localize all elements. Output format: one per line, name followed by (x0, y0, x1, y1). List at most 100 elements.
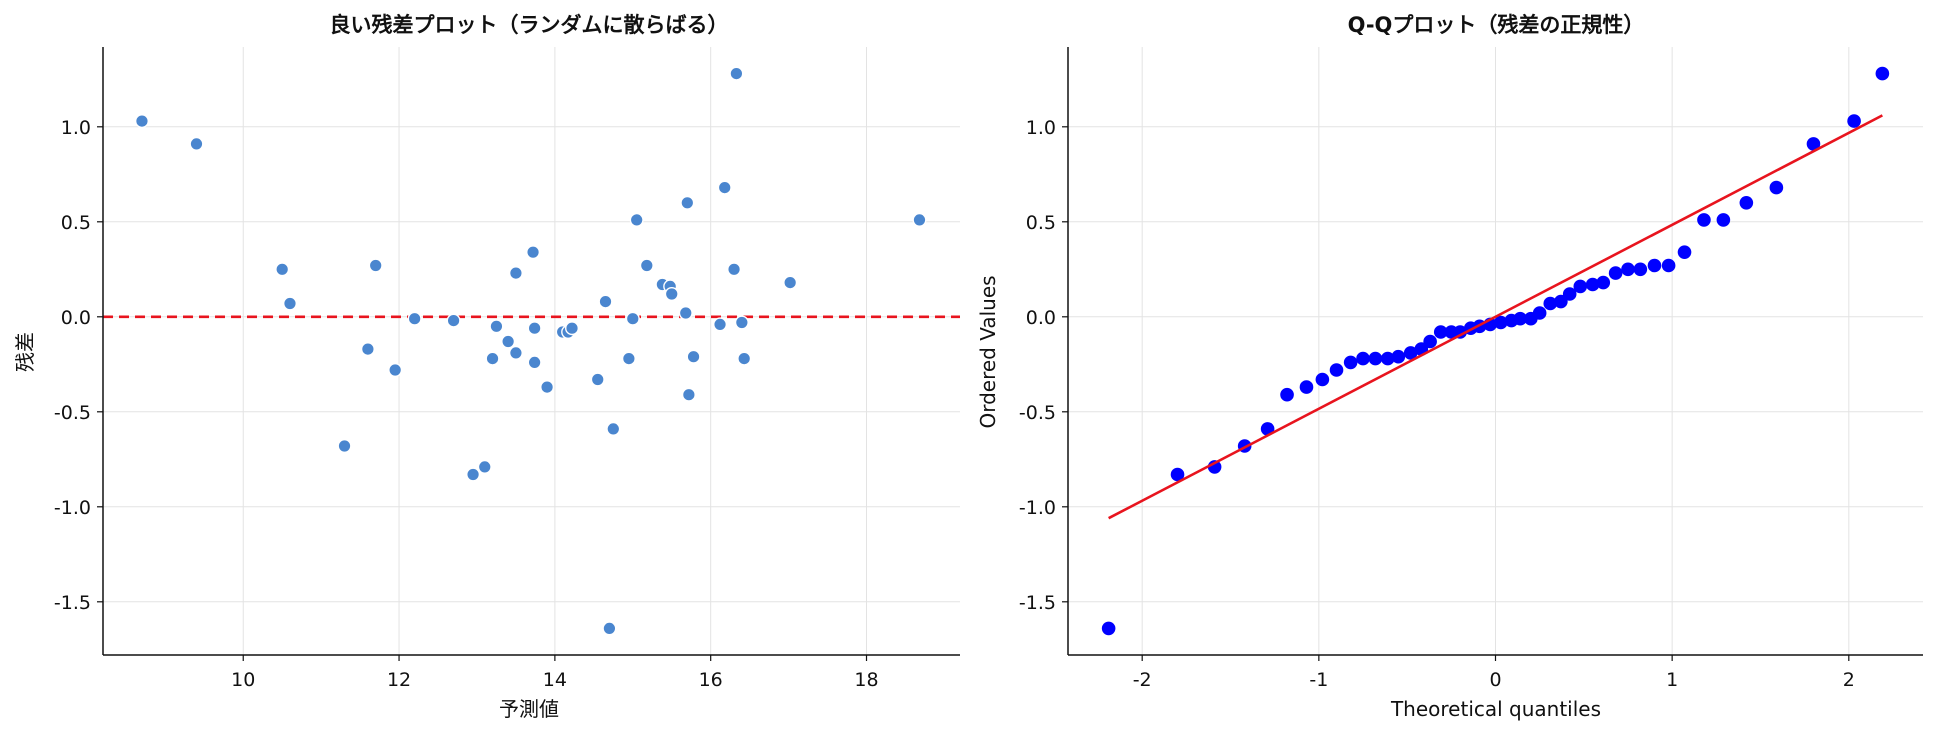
y-tick-label: 0.0 (61, 307, 91, 329)
y-tick-label: -1.0 (1019, 497, 1056, 519)
data-point (1493, 315, 1508, 330)
data-point (717, 180, 732, 195)
qq-plot-panel: -2 -1 0 1 2 -1.5 -1.0 -0.5 0.0 0.5 1.0 Q-Qプロット（残差の… (976, 13, 1923, 721)
x-tick-label: 1 (1666, 669, 1678, 691)
data-point (1806, 137, 1821, 151)
data-point (912, 212, 927, 227)
data-point (1170, 467, 1185, 482)
data-point (602, 621, 617, 636)
data-point (526, 245, 541, 260)
data-point (337, 439, 352, 454)
data-point (446, 313, 461, 328)
y-tick-label: -0.5 (54, 402, 91, 424)
y-tick-label: 0.5 (61, 212, 91, 234)
data-point (466, 467, 481, 482)
data-point (489, 319, 504, 334)
data-point (1769, 180, 1784, 195)
y-tick-label: -0.5 (1019, 402, 1056, 424)
data-point (1661, 258, 1676, 273)
data-point (1356, 351, 1370, 366)
x-tick-label: 10 (231, 669, 255, 691)
data-point (1647, 258, 1662, 273)
data-point (1423, 334, 1437, 349)
data-point (1532, 306, 1547, 320)
data-point (783, 275, 798, 290)
data-point (664, 287, 679, 302)
x-tick-label: -2 (1133, 669, 1152, 691)
y-tick-label: -1.0 (54, 497, 91, 519)
data-point (527, 321, 542, 336)
data-point (1633, 262, 1648, 277)
data-point (727, 262, 742, 277)
data-point (1847, 114, 1861, 128)
y-axis-label: Ordered Values (976, 275, 1000, 428)
y-tick-label: 1.0 (1026, 117, 1056, 139)
data-point (686, 349, 701, 364)
data-point (282, 296, 297, 311)
x-tick-label: 2 (1843, 669, 1855, 691)
y-tick-label: -1.5 (1019, 592, 1056, 614)
data-point (508, 266, 523, 281)
plot-area: -2 -1 0 1 2 -1.5 -1.0 -0.5 0.0 0.5 1.0 (1019, 47, 1923, 691)
data-point (737, 351, 752, 366)
chart-title: 良い残差プロット（ランダムに散らばる） (330, 13, 729, 37)
data-point (1585, 277, 1600, 292)
data-point (629, 212, 644, 227)
data-point (1368, 351, 1383, 366)
data-point (1697, 213, 1711, 227)
data-point (477, 459, 492, 474)
x-axis-label: 予測値 (499, 697, 559, 721)
data-point (1433, 325, 1448, 339)
data-point (1101, 621, 1116, 636)
data-point (388, 363, 403, 378)
data-point (485, 351, 500, 366)
data-point (606, 421, 621, 436)
x-tick-label: 0 (1489, 669, 1501, 691)
data-point (621, 351, 636, 366)
y-tick-label: 0.0 (1026, 307, 1056, 329)
data-point (1739, 196, 1754, 210)
data-point (1315, 372, 1330, 387)
data-point (1596, 275, 1611, 290)
data-point (680, 195, 695, 210)
data-point (527, 355, 542, 370)
data-point (1329, 363, 1344, 377)
data-point (407, 311, 422, 326)
data-point (565, 321, 580, 336)
data-point (1380, 351, 1395, 366)
data-point (368, 258, 383, 273)
data-point (1543, 296, 1558, 311)
plot-area: 10 12 14 16 18 -1.5 -1.0 -0.5 0.0 0.5 1.0 (54, 47, 960, 691)
data-point (734, 315, 749, 330)
data-point (1875, 66, 1890, 81)
data-point (1677, 245, 1692, 259)
data-point (590, 372, 605, 387)
data-point (501, 334, 516, 349)
data-point (1554, 294, 1568, 309)
data-point (189, 136, 204, 151)
data-point (1608, 266, 1623, 280)
data-point (729, 66, 744, 81)
y-axis-label: 残差 (13, 332, 37, 372)
x-tick-label: 12 (387, 669, 411, 691)
data-point (1513, 311, 1528, 326)
data-point (1716, 213, 1731, 227)
data-point (360, 342, 375, 357)
data-point (134, 114, 149, 129)
data-point (1299, 380, 1314, 394)
data-point (1453, 325, 1467, 339)
x-axis-label: Theoretical quantiles (1390, 697, 1601, 721)
y-tick-label: -1.5 (54, 592, 91, 614)
data-point (540, 380, 555, 395)
residual-plot-panel: 10 12 14 16 18 -1.5 -1.0 -0.5 0.0 0.5 1.0 良い残差プロット… (13, 13, 960, 721)
data-point (508, 345, 523, 360)
data-point (275, 262, 290, 277)
data-point (1403, 346, 1418, 360)
x-tick-label: -1 (1309, 669, 1328, 691)
chart-title: Q-Qプロット（残差の正規性） (1348, 13, 1645, 37)
y-tick-label: 1.0 (61, 117, 91, 139)
data-point (1391, 349, 1406, 364)
data-point (1573, 279, 1588, 294)
data-point (598, 294, 613, 309)
